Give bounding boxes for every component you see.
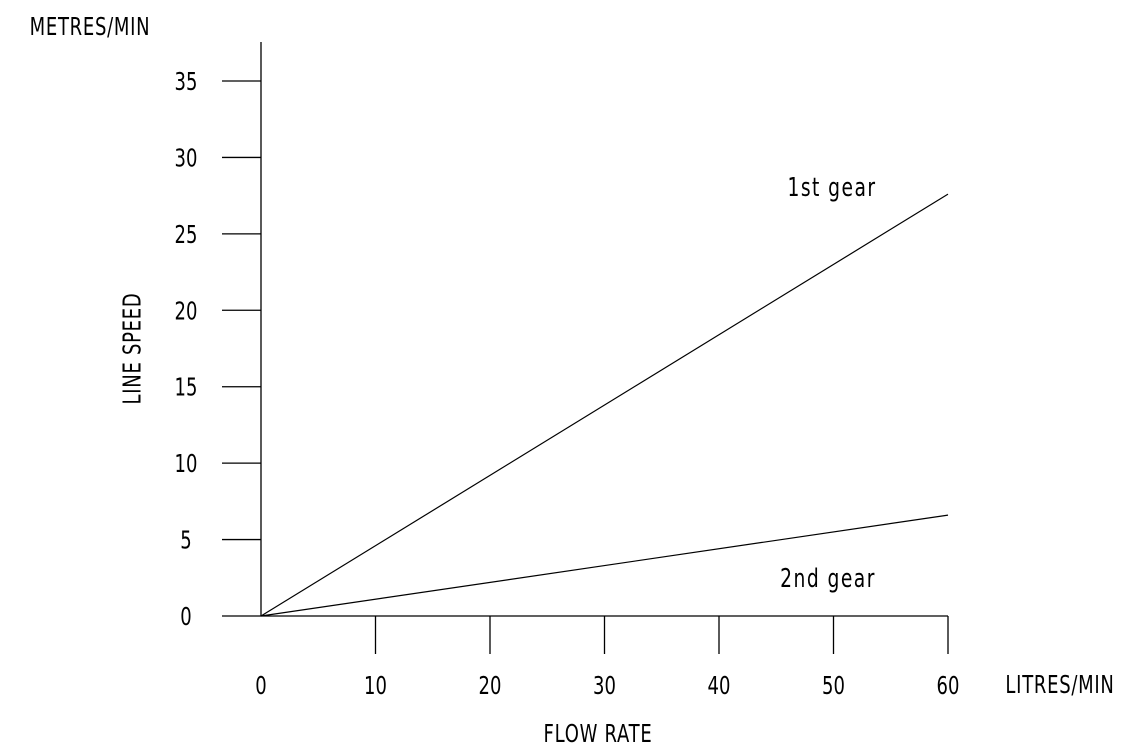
y-unit-label: METRES/MIN (30, 13, 151, 42)
y-tick-label: 35 (175, 68, 198, 97)
x-tick-label: 60 (937, 672, 960, 701)
axes (222, 42, 948, 617)
series-labels: 1st gear 2nd gear (780, 173, 877, 594)
series-line-2 (260, 514, 949, 617)
y-tick-label: 10 (175, 450, 198, 479)
series-line-1 (260, 193, 949, 617)
y-ticks: 0 5 10 15 20 25 30 35 (175, 68, 261, 632)
x-tick-label: 50 (822, 672, 845, 701)
y-tick-label: 20 (175, 297, 198, 326)
y-tick-label: 0 (180, 603, 191, 632)
x-tick-label: 40 (708, 672, 731, 701)
x-tick-label: 0 (255, 672, 266, 701)
y-tick-label: 30 (175, 145, 198, 174)
y-tick-label: 5 (180, 527, 191, 556)
series-lines (260, 193, 949, 617)
y-tick-label: 15 (175, 374, 198, 403)
y-tick-label: 25 (175, 221, 198, 250)
x-ticks: 0 10 20 30 40 50 60 (255, 616, 959, 701)
x-unit-label: LITRES/MIN (1005, 671, 1114, 700)
y-axis-title: LINE SPEED (119, 293, 148, 405)
y-axis-title-group: LINE SPEED (119, 293, 148, 405)
x-tick-label: 30 (593, 672, 616, 701)
x-tick-label: 10 (364, 672, 387, 701)
x-tick-label: 20 (479, 672, 502, 701)
series-label-2: 2nd gear (780, 564, 876, 594)
series-label-1: 1st gear (788, 173, 877, 203)
x-axis-title: FLOW RATE (544, 720, 653, 749)
